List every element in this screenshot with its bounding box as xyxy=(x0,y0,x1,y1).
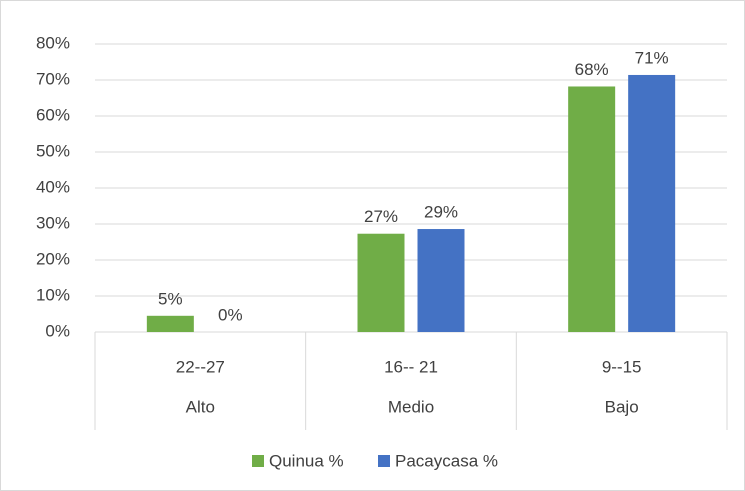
x-group-label: Medio xyxy=(388,397,434,416)
data-label: 27% xyxy=(364,207,398,226)
y-tick-label: 80% xyxy=(36,33,70,52)
y-tick-label: 40% xyxy=(36,177,70,196)
bar xyxy=(417,229,465,332)
data-label: 0% xyxy=(218,305,243,324)
x-tick-label: 22--27 xyxy=(176,357,225,376)
legend-swatch xyxy=(378,455,390,467)
data-label: 71% xyxy=(635,48,669,67)
bar xyxy=(628,74,676,333)
bar xyxy=(357,233,405,332)
y-tick-label: 0% xyxy=(45,321,70,340)
bar xyxy=(146,315,194,332)
data-label: 68% xyxy=(575,60,609,79)
data-label: 29% xyxy=(424,203,458,222)
y-tick-label: 50% xyxy=(36,141,70,160)
data-label: 5% xyxy=(158,289,183,308)
y-tick-label: 70% xyxy=(36,69,70,88)
x-group-label: Bajo xyxy=(605,397,639,416)
x-tick-label: 9--15 xyxy=(602,357,642,376)
y-tick-label: 20% xyxy=(36,249,70,268)
x-tick-label: 16-- 21 xyxy=(384,357,438,376)
x-group-label: Alto xyxy=(186,397,215,416)
legend-label: Quinua % xyxy=(269,451,344,470)
bar xyxy=(568,86,616,332)
legend-swatch xyxy=(252,455,264,467)
legend-label: Pacaycasa % xyxy=(395,451,498,470)
y-tick-label: 60% xyxy=(36,105,70,124)
y-tick-label: 30% xyxy=(36,213,70,232)
y-tick-label: 10% xyxy=(36,285,70,304)
